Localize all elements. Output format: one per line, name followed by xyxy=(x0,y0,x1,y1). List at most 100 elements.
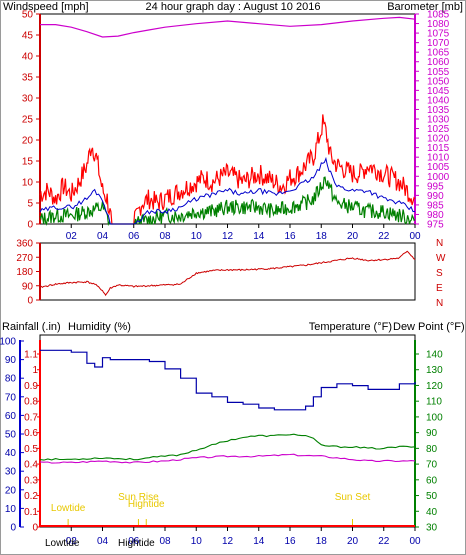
wind-xtick-label: 12 xyxy=(222,231,234,242)
wind-max-line xyxy=(39,114,416,225)
humidity-xtick-label: 18 xyxy=(316,536,328,547)
wind-ytick-label: 35 xyxy=(22,73,34,84)
humidity-ytick-label: 0 xyxy=(10,523,16,534)
barometer-ytick-label: 1020 xyxy=(427,134,450,145)
wind-ytick-label: 5 xyxy=(27,199,33,210)
rainfall-ytick-label: 0.8 xyxy=(24,397,38,408)
temperature-ytick-label: 50 xyxy=(426,491,438,502)
temperature-ytick-label: 140 xyxy=(426,350,443,361)
humidity-ytick-label: 30 xyxy=(5,467,17,478)
compass-label: N xyxy=(436,238,443,249)
rainfall-ytick-label: 0.4 xyxy=(24,460,38,471)
wind-ytick-label: 30 xyxy=(22,94,34,105)
wind-xtick-label: 08 xyxy=(159,231,171,242)
wind-xtick-label: 04 xyxy=(97,231,109,242)
wind-xtick-label: 06 xyxy=(128,231,140,242)
rainfall-ytick-label: 0.1 xyxy=(24,507,38,518)
humidity-ytick-label: 80 xyxy=(5,374,17,385)
humidity-ytick-label: 70 xyxy=(5,392,17,403)
barometer-ytick-label: 1050 xyxy=(427,76,450,87)
humidity-xtick-label: 08 xyxy=(159,536,171,547)
wind-xtick-label: 20 xyxy=(347,231,359,242)
annotation-label: Sun Rise xyxy=(118,492,159,503)
humidity-axis-title: Humidity (%) xyxy=(68,321,131,333)
compass-label: W xyxy=(436,253,446,264)
wind-direction-line xyxy=(39,250,416,297)
humidity-xtick-label: 02 xyxy=(66,536,78,547)
wind-xtick-label: 18 xyxy=(316,231,328,242)
barometer-ytick-label: 1060 xyxy=(427,57,450,68)
rainfall-ytick-label: 0.6 xyxy=(24,428,38,439)
barometer-ytick-label: 980 xyxy=(427,210,444,221)
barometer-ytick-label: 1055 xyxy=(427,67,450,78)
wind-xtick-label: 00 xyxy=(409,231,421,242)
direction-ytick-label: 360 xyxy=(16,239,33,250)
wind-ytick-label: 25 xyxy=(22,115,34,126)
humidity-xtick-label: 22 xyxy=(378,536,390,547)
wind-xtick-label: 22 xyxy=(378,231,390,242)
temperature-ytick-label: 130 xyxy=(426,365,443,376)
temperature-ytick-label: 120 xyxy=(426,381,443,392)
humidity-ytick-label: 20 xyxy=(5,485,17,496)
barometer-ytick-label: 1000 xyxy=(427,172,450,183)
direction-ytick-label: 90 xyxy=(22,281,34,292)
rainfall-ytick-label: 1.1 xyxy=(24,350,38,361)
humidity-ytick-label: 10 xyxy=(5,504,17,515)
rainfall-ytick-label: 0 xyxy=(32,523,38,534)
barometer-ytick-label: 985 xyxy=(427,200,444,211)
humidity-xtick-label: 00 xyxy=(409,536,421,547)
direction-ytick-label: 0 xyxy=(27,296,33,307)
humidity-xtick-label: 16 xyxy=(284,536,296,547)
barometer-ytick-label: 1035 xyxy=(427,105,450,116)
barometer-ytick-label: 1080 xyxy=(427,19,450,30)
humidity-ytick-label: 50 xyxy=(5,430,17,441)
direction-ytick-label: 180 xyxy=(16,267,33,278)
page-title: 24 hour graph day : August 10 2016 xyxy=(146,1,321,13)
barometer-line xyxy=(40,16,416,38)
barometer-ytick-label: 1015 xyxy=(427,143,450,154)
barometer-ytick-label: 1040 xyxy=(427,95,450,106)
wind-base-line xyxy=(39,176,416,227)
dewpoint-line xyxy=(39,453,416,464)
humidity-line xyxy=(40,349,416,411)
wind-xtick-label: 16 xyxy=(284,231,296,242)
temperature-axis-title: Temperature (°F) xyxy=(309,321,392,333)
rainfall-ytick-label: 0.9 xyxy=(24,381,38,392)
wind-ytick-label: 20 xyxy=(22,136,34,147)
rainfall-ytick-label: 0.7 xyxy=(24,412,38,423)
annotation-label: Lowtide xyxy=(51,503,86,514)
wind-ytick-label: 15 xyxy=(22,157,34,168)
wind-ytick-label: 50 xyxy=(22,10,34,21)
annotation-label: Hightide xyxy=(128,499,165,510)
barometer-ytick-label: 1030 xyxy=(427,115,450,126)
wind-avg-line xyxy=(39,156,416,225)
rainfall-ytick-label: 0.2 xyxy=(24,491,38,502)
humidity-xtick-label: 10 xyxy=(191,536,203,547)
humidity-xtick-label: 04 xyxy=(97,536,109,547)
humidity-xtick-label: 20 xyxy=(347,536,359,547)
barometer-ytick-label: 995 xyxy=(427,181,444,192)
barometer-ytick-label: 1065 xyxy=(427,48,450,59)
barometer-ytick-label: 1005 xyxy=(427,162,450,173)
barometer-ytick-label: 1075 xyxy=(427,29,450,40)
rainfall-ytick-label: 1 xyxy=(32,365,38,376)
barometer-ytick-label: 975 xyxy=(427,220,444,231)
humidity-xtick-label: 14 xyxy=(253,536,265,547)
wind-ytick-label: 40 xyxy=(22,52,34,63)
direction-ytick-label: 270 xyxy=(16,253,33,264)
barometer-ytick-label: 1010 xyxy=(427,153,450,164)
wind-xtick-label: 02 xyxy=(66,231,78,242)
bottom-label-hightide: Hightide xyxy=(118,538,155,549)
rainfall-ytick-label: 0.3 xyxy=(24,475,38,486)
bottom-label-lowtide: Lowtide xyxy=(45,538,80,549)
barometer-ytick-label: 1025 xyxy=(427,124,450,135)
rainfall-ytick-label: 0.5 xyxy=(24,444,38,455)
humidity-ytick-label: 90 xyxy=(5,355,17,366)
temperature-ytick-label: 100 xyxy=(426,412,443,423)
temperature-ytick-label: 40 xyxy=(426,507,438,518)
wind-ytick-label: 10 xyxy=(22,178,34,189)
barometer-ytick-label: 1045 xyxy=(427,86,450,97)
